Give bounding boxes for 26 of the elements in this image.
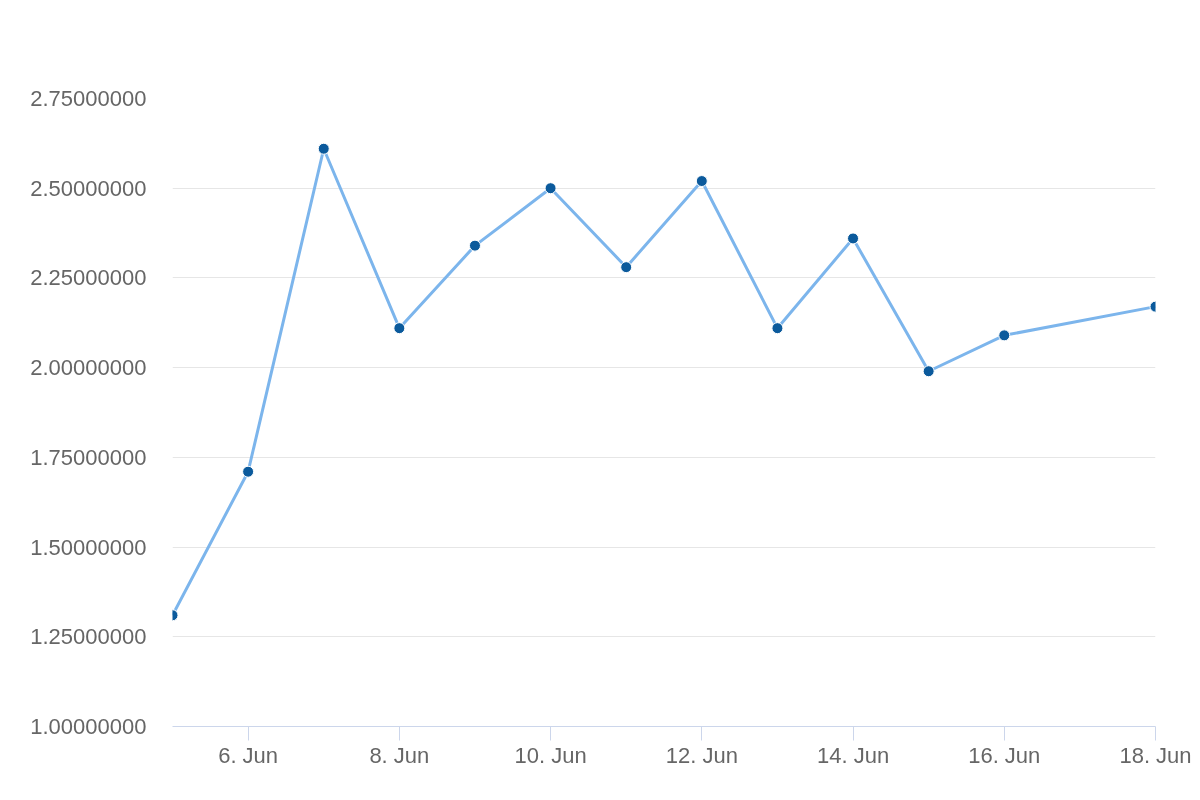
- point: [393, 322, 406, 335]
- point: [468, 239, 481, 252]
- point: [998, 329, 1011, 342]
- point: [922, 365, 935, 378]
- x-tick-label: 14. Jun: [816, 742, 890, 768]
- y-tick-label: 2.00000000: [30, 355, 147, 381]
- point: [620, 261, 633, 274]
- x-tick-label: 10. Jun: [514, 742, 587, 768]
- y-tick-label: 1.25000000: [30, 624, 147, 650]
- y-tick-label: 1.50000000: [30, 534, 147, 560]
- y-tick-label: 1.00000000: [30, 714, 147, 739]
- y-tick-label: 1.75000000: [30, 444, 147, 470]
- point: [771, 322, 784, 335]
- y-tick-label: 2.75000000: [30, 86, 147, 111]
- point: [242, 465, 255, 478]
- x-tick-label: 6. Jun: [218, 742, 279, 768]
- y-tick-label: 2.25000000: [30, 265, 147, 291]
- x-tick-label: 12. Jun: [665, 742, 738, 768]
- x-tick-label: 8. Jun: [369, 742, 430, 768]
- point: [847, 232, 860, 245]
- x-tick-label: 16. Jun: [968, 742, 1041, 768]
- point: [317, 142, 330, 155]
- x-tick-label: 18. Jun: [1119, 742, 1192, 768]
- point: [695, 175, 708, 188]
- y-tick-label: 2.50000000: [30, 175, 147, 201]
- point: [544, 182, 557, 195]
